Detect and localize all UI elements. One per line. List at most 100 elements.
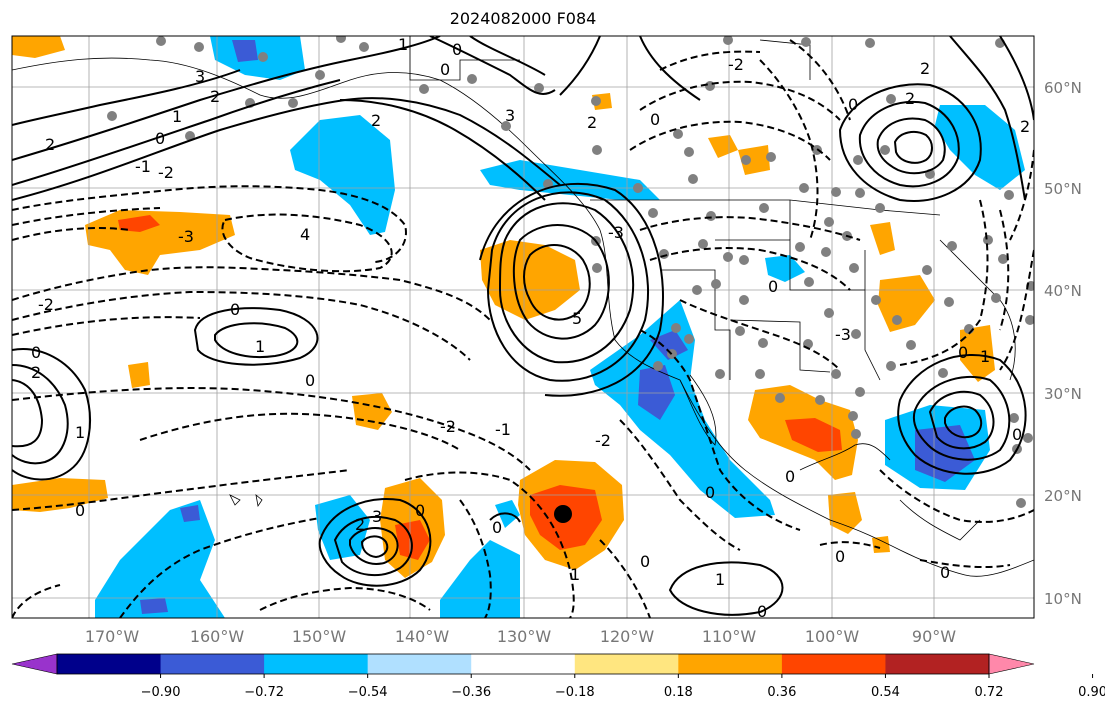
dashed-contours xyxy=(12,39,1034,618)
contour-label: 0 xyxy=(835,547,845,566)
positive-anomaly-region xyxy=(480,240,580,320)
lat-label: 30°N xyxy=(1044,385,1082,403)
storm-center-marker xyxy=(554,505,572,523)
contour-label: 5 xyxy=(572,309,582,328)
contour-label: 0 xyxy=(650,110,660,129)
contour-label: 2 xyxy=(905,89,915,108)
negative-anomaly-region xyxy=(290,115,395,235)
contour-label: 0 xyxy=(75,501,85,520)
colorbar-tick-label: 0.90 xyxy=(1078,685,1105,700)
colorbar-tick-label: 0.54 xyxy=(871,685,900,700)
contour-label: 2 xyxy=(1020,117,1030,136)
contour-label: 2 xyxy=(45,135,55,154)
contour-label: 1 xyxy=(398,35,408,54)
contour-label: 0 xyxy=(305,371,315,390)
lon-label: 160°W xyxy=(190,627,245,646)
strong-negative-anomaly-region xyxy=(180,505,200,522)
lon-label: 90°W xyxy=(912,627,956,646)
contour-label: 0 xyxy=(31,343,41,362)
colorbar-segment xyxy=(160,654,265,674)
lat-label: 10°N xyxy=(1044,590,1082,608)
colorbar-over-arrow xyxy=(988,653,1035,675)
contour-label: -2 xyxy=(158,163,174,182)
contour-label: 0 xyxy=(1012,425,1022,444)
solid-contours xyxy=(12,36,1034,616)
positive-anomaly-region xyxy=(960,325,995,382)
contour-label: -2 xyxy=(440,417,456,436)
colorbar-segment xyxy=(885,654,990,674)
contour-label: -3 xyxy=(835,325,851,344)
contour-label: -1 xyxy=(495,420,511,439)
graticule xyxy=(12,36,1034,618)
colorbar: −0.90 −0.72 −0.54 −0.36 −0.18 0.18 0.36 0.54 0.7… xyxy=(11,653,1105,700)
strong-positive-anomaly-region xyxy=(785,418,842,452)
lon-label: 120°W xyxy=(600,627,655,646)
strong-negative-anomaly-region xyxy=(140,598,168,614)
strong-negative-anomaly-region xyxy=(232,40,258,62)
contour-label: 3 xyxy=(505,106,515,125)
strong-negative-anomaly-region xyxy=(650,330,688,360)
colorbar-tick-label: −0.36 xyxy=(451,685,491,700)
contour-label: 0 xyxy=(958,343,968,362)
colorbar-segment xyxy=(574,654,679,674)
contour-label: -3 xyxy=(178,227,194,246)
latitude-labels: 60°N 50°N 40°N 30°N 20°N 10°N xyxy=(1044,79,1082,608)
colorbar-tick-label: −0.72 xyxy=(244,685,284,700)
colorbar-tick-label: −0.54 xyxy=(348,685,388,700)
positive-anomaly-region xyxy=(828,492,862,534)
contour-label: -2 xyxy=(595,431,611,450)
lon-label: 140°W xyxy=(395,627,450,646)
strong-negative-anomaly-region xyxy=(915,425,975,482)
colorbar-tick-label: 0.18 xyxy=(664,685,693,700)
lat-label: 20°N xyxy=(1044,487,1082,505)
map-frame xyxy=(11,35,1035,619)
contour-label: 0 xyxy=(440,60,450,79)
longitude-labels: 170°W 160°W 150°W 140°W 130°W 120°W 110°… xyxy=(85,627,956,646)
positive-anomaly-region xyxy=(12,36,65,58)
lat-label: 50°N xyxy=(1044,180,1082,198)
lat-label: 60°N xyxy=(1044,79,1082,97)
negative-anomaly-region xyxy=(95,500,225,618)
contour-label: 0 xyxy=(452,40,462,59)
contour-label: 2 xyxy=(371,111,381,130)
colorbar-tick-label: −0.90 xyxy=(141,685,181,700)
contour-label: 1 xyxy=(715,570,725,589)
contour-label: 1 xyxy=(172,107,182,126)
positive-anomaly-region xyxy=(738,145,770,175)
contour-label: 0 xyxy=(155,129,165,148)
strong-positive-anomaly-region xyxy=(395,520,430,560)
contour-label: 0 xyxy=(757,602,767,621)
lon-label: 100°W xyxy=(805,627,860,646)
contour-label: 2 xyxy=(31,363,41,382)
positive-anomaly-region xyxy=(870,222,895,255)
contour-label: 3 xyxy=(372,507,382,526)
contour-label: 2 xyxy=(920,59,930,78)
positive-anomaly-region xyxy=(708,135,738,158)
contour-label: 4 xyxy=(300,225,310,244)
colorbar-segment xyxy=(57,654,162,674)
contour-label: 0 xyxy=(415,501,425,520)
contour-label: 1 xyxy=(75,423,85,442)
negative-anomaly-region xyxy=(315,495,370,560)
lon-label: 130°W xyxy=(497,627,552,646)
colorbar-segment xyxy=(471,654,576,674)
contour-label: 1 xyxy=(255,337,265,356)
shaded-anomaly-layer xyxy=(12,36,1025,618)
contour-label: 3 xyxy=(195,67,205,86)
contour-label: 1 xyxy=(980,347,990,366)
contour-label: 1 xyxy=(570,565,580,584)
colorbar-segment xyxy=(367,654,472,674)
colorbar-tick-label: −0.18 xyxy=(555,685,595,700)
lon-label: 170°W xyxy=(85,627,140,646)
positive-anomaly-region xyxy=(878,275,935,332)
colorbar-segment xyxy=(678,654,783,674)
contour-label: 2 xyxy=(355,515,365,534)
negative-anomaly-region xyxy=(765,255,805,282)
strong-negative-anomaly-region xyxy=(638,365,675,420)
contour-label: 0 xyxy=(230,300,240,319)
lon-label: 110°W xyxy=(702,627,757,646)
contour-label: 0 xyxy=(640,552,650,571)
lon-label: 150°W xyxy=(292,627,347,646)
contour-labels: 0 1 0 3 2 2 0 1 -1 -2 2 3 2 -3 4 -2 0 1 … xyxy=(31,35,1030,621)
